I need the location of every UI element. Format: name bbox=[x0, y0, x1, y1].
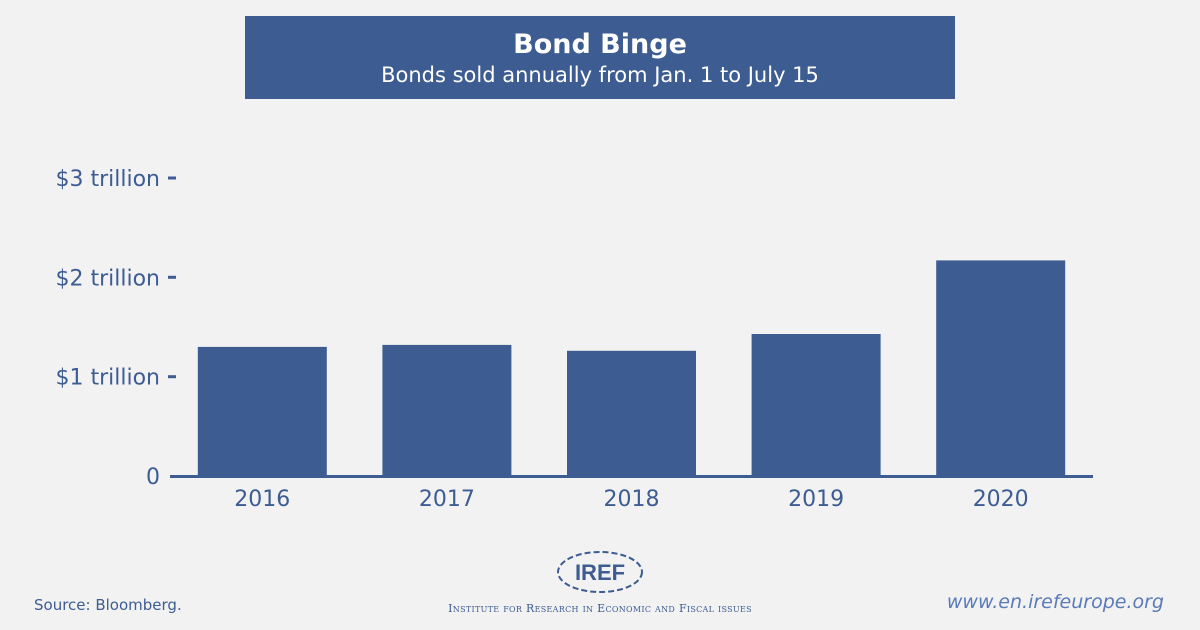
x-tick-label-2018: 2018 bbox=[604, 487, 660, 512]
y-tick-label-3: $3 trillion bbox=[55, 167, 160, 192]
source-note: Source: Bloomberg. bbox=[34, 596, 182, 614]
bar-2016 bbox=[197, 346, 327, 476]
bar-2017 bbox=[382, 344, 512, 476]
x-tick-label-2020: 2020 bbox=[973, 487, 1029, 512]
bar-2019 bbox=[751, 334, 881, 476]
chart-title-box: Bond Binge Bonds sold annually from Jan.… bbox=[245, 16, 955, 99]
website-link[interactable]: www.en.irefeurope.org bbox=[946, 591, 1164, 613]
x-tick-label-2016: 2016 bbox=[234, 487, 290, 512]
x-tick-label-2017: 2017 bbox=[419, 487, 475, 512]
bar-2020 bbox=[936, 260, 1066, 476]
chart-title: Bond Binge bbox=[513, 29, 687, 60]
y-tick-label-0: 0 bbox=[146, 465, 160, 490]
bar-2018 bbox=[567, 350, 696, 476]
institute-name: Institute for Research in Economic and F… bbox=[448, 602, 752, 615]
y-tick-label-2: $2 trillion bbox=[55, 266, 160, 291]
y-tick-label-1: $1 trillion bbox=[55, 366, 160, 391]
iref-logo: IREF bbox=[557, 551, 643, 593]
x-tick-label-2019: 2019 bbox=[788, 487, 844, 512]
logo-text: IREF bbox=[575, 560, 625, 585]
chart-subtitle: Bonds sold annually from Jan. 1 to July … bbox=[381, 63, 819, 87]
